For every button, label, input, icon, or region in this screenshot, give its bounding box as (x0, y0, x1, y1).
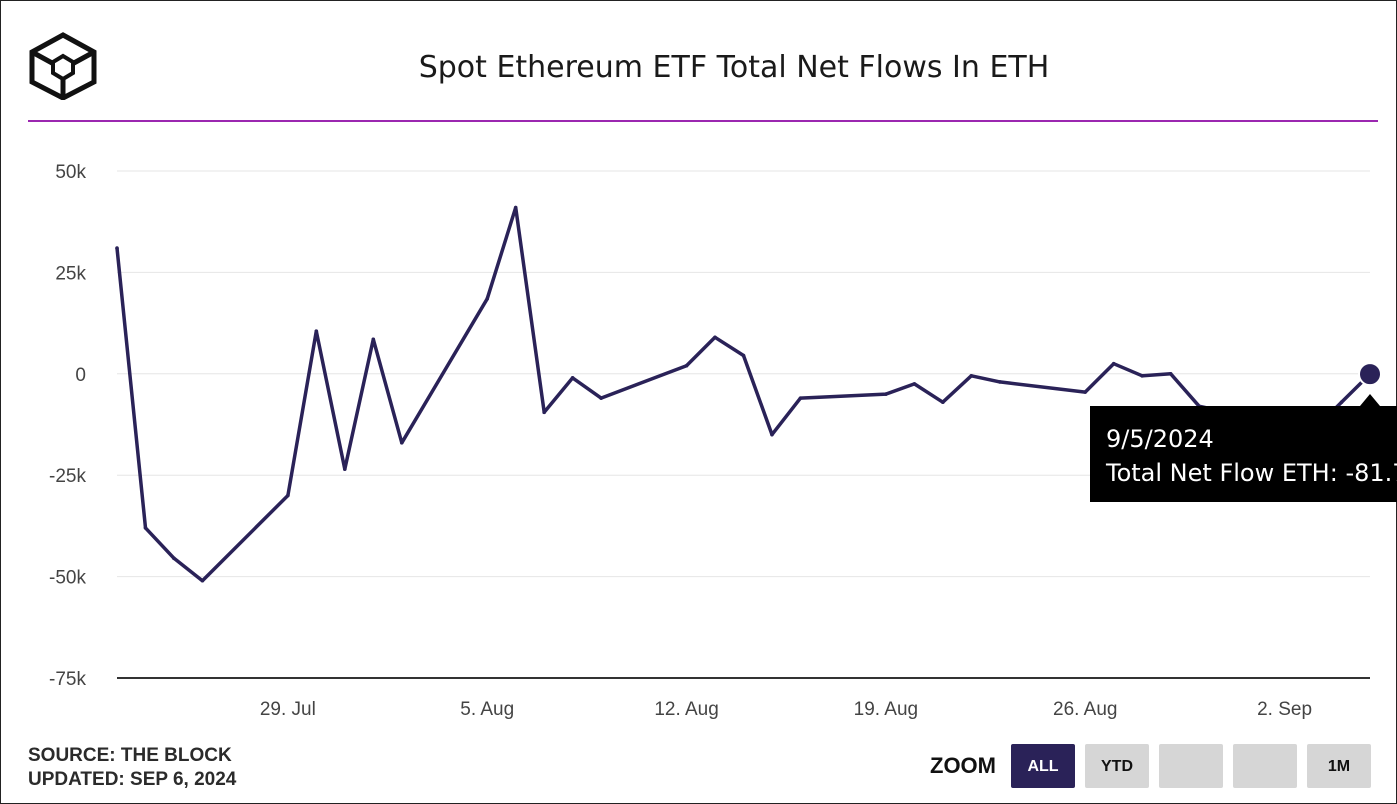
data-point (1168, 372, 1173, 376)
the-block-logo-icon (29, 32, 97, 100)
x-tick-label: 2. Sep (1257, 699, 1312, 720)
hover-marker (1358, 362, 1382, 387)
y-tick-label: -25k (49, 466, 86, 487)
data-point (1140, 374, 1144, 378)
data-point (912, 382, 917, 386)
series-line (115, 205, 1372, 583)
data-point (599, 396, 603, 400)
data-point (1111, 361, 1116, 366)
y-tick-label: 50k (55, 162, 86, 183)
updated-text: UPDATED: SEP 6, 2024 (28, 769, 237, 790)
x-tick-label: 12. Aug (654, 699, 718, 720)
source-text: SOURCE: THE BLOCK (28, 745, 232, 766)
zoom-all-button[interactable]: ALL (1011, 744, 1075, 788)
zoom-ytd-button[interactable]: YTD (1085, 744, 1149, 788)
x-tick-label: 5. Aug (460, 699, 514, 720)
data-tooltip: 9/5/2024 Total Net Flow ETH: -81.7 (1090, 406, 1397, 502)
chart-title: Spot Ethereum ETF Total Net Flows In ETH (418, 50, 1050, 85)
x-tick-label: 19. Aug (854, 699, 918, 720)
data-point (485, 296, 490, 301)
data-point (399, 440, 404, 445)
data-point (542, 410, 546, 415)
data-point (884, 392, 888, 396)
data-point (770, 432, 774, 437)
tooltip-arrow (1360, 394, 1380, 406)
tooltip-value: Total Net Flow ETH: -81.7 (1106, 459, 1397, 487)
data-point (371, 337, 376, 342)
x-tick-label: 29. Jul (260, 699, 316, 720)
y-tick-label: -50k (49, 568, 86, 589)
data-point (286, 493, 290, 498)
data-point (684, 363, 689, 368)
data-point (570, 376, 575, 380)
data-point (941, 400, 945, 404)
data-point (969, 374, 974, 378)
data-point (143, 526, 148, 530)
zoom-button-3[interactable] (1159, 744, 1223, 788)
data-point (343, 467, 347, 471)
zoom-button-4[interactable] (1233, 744, 1297, 788)
zoom-label: ZOOM (930, 753, 996, 778)
data-point (200, 578, 205, 583)
zoom-1m-button[interactable]: 1M (1307, 744, 1371, 788)
data-point (172, 556, 176, 561)
data-point (798, 396, 803, 400)
x-tick-label: 26. Aug (1053, 699, 1117, 720)
data-point (115, 246, 119, 250)
y-tick-label: 0 (75, 365, 86, 386)
data-point (1339, 400, 1344, 404)
y-tick-label: -75k (49, 669, 86, 690)
data-point (713, 335, 717, 340)
data-point (314, 329, 319, 334)
y-tick-label: 25k (55, 263, 86, 284)
data-point (997, 380, 1002, 384)
tooltip-date: 9/5/2024 (1106, 425, 1214, 453)
chart-footer: SOURCE: THE BLOCK UPDATED: SEP 6, 2024 (28, 744, 236, 792)
data-point (513, 205, 518, 210)
accent-divider (28, 120, 1378, 122)
data-point (741, 353, 746, 358)
data-point (1083, 390, 1088, 394)
